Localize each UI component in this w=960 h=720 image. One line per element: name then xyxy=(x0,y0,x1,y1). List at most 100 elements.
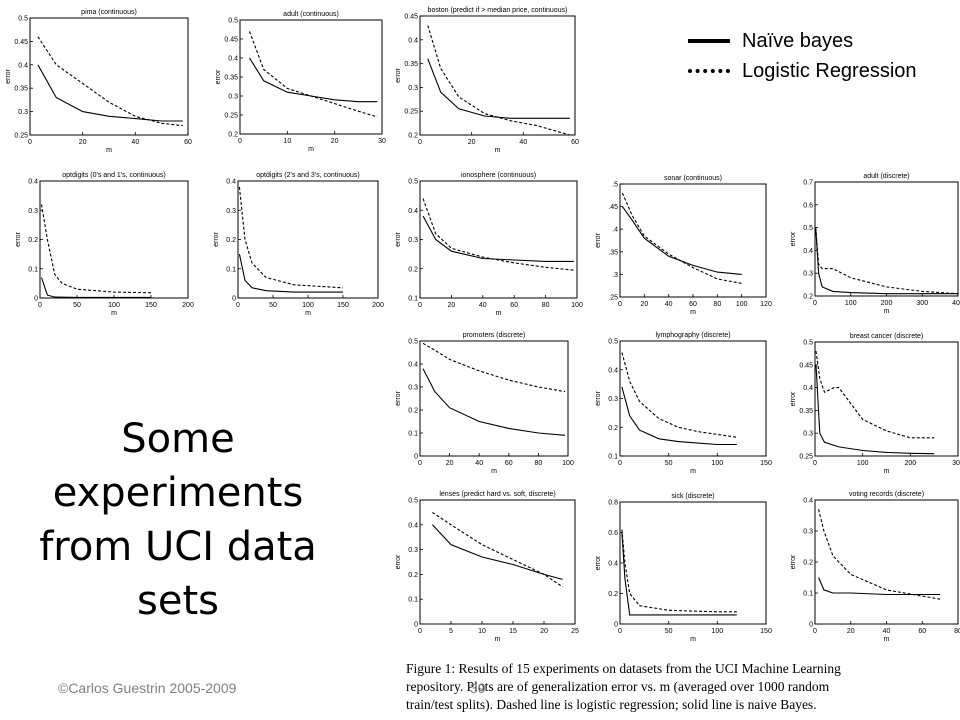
y-tick-label: 0.2 xyxy=(803,560,813,567)
logistic-regression-line xyxy=(432,511,563,588)
y-tick-label: 0.3 xyxy=(803,529,813,536)
y-tick-label: 0.25 xyxy=(224,113,238,120)
naive-bayes-line xyxy=(815,364,935,455)
chart-panel: sick (discrete) 0 50 100 150 0 0.2 0.4 0.6 0.8 m er… xyxy=(595,493,772,643)
x-tick-label: 60 xyxy=(505,460,513,467)
y-axis-label: error xyxy=(213,231,220,246)
legend-item-naive-bayes: Naïve bayes xyxy=(688,26,958,56)
y-tick-label: 0.5 xyxy=(803,225,813,232)
naive-bayes-line xyxy=(621,206,742,275)
plot-frame xyxy=(29,17,189,136)
y-tick-label: 0.5 xyxy=(408,498,418,505)
y-tick-label: 0 xyxy=(232,296,236,303)
y-tick-label: 0.7 xyxy=(803,180,813,187)
naive-bayes-line xyxy=(818,577,941,596)
x-tick-label: 0 xyxy=(38,302,42,309)
x-tick-label: 200 xyxy=(182,302,194,309)
x-tick-label: 100 xyxy=(571,302,583,309)
x-axis-label: m xyxy=(690,636,696,643)
chart-title: sonar (continuous) xyxy=(664,175,722,182)
x-tick-label: 60 xyxy=(571,139,579,146)
x-tick-label: 0 xyxy=(618,628,622,635)
x-tick-label: 20 xyxy=(446,460,454,467)
x-tick-label: 60 xyxy=(184,139,192,146)
y-axis-label: error xyxy=(395,67,402,82)
y-tick-label: 0.1 xyxy=(28,266,38,273)
y-tick-label: 0.25 xyxy=(14,133,28,140)
y-tick-label: 0.5 xyxy=(608,339,618,346)
naive-bayes-line xyxy=(249,57,378,103)
plot-frame xyxy=(814,341,959,457)
x-axis-label: m xyxy=(884,308,890,315)
x-axis-label: m xyxy=(305,310,311,317)
naive-bayes-line xyxy=(815,227,958,295)
y-axis-label: error xyxy=(395,390,402,405)
x-tick-label: 25 xyxy=(571,628,579,635)
chart-title: lymphography (discrete) xyxy=(655,332,730,339)
y-tick-label: 0.35 xyxy=(404,61,418,68)
chart-title: sick (discrete) xyxy=(671,493,714,500)
y-tick-label: 0.2 xyxy=(608,591,618,598)
legend-label: Naïve bayes xyxy=(742,29,854,52)
naive-bayes-line xyxy=(422,368,566,436)
y-axis-label: error xyxy=(395,231,402,246)
y-tick-label: 0.4 xyxy=(408,522,418,529)
x-axis-label: m xyxy=(495,147,501,154)
y-tick-label: 0.2 xyxy=(28,237,38,244)
x-tick-label: 100 xyxy=(711,628,723,635)
chart-title: promoters (discrete) xyxy=(463,332,526,339)
x-tick-label: 100 xyxy=(857,460,869,467)
y-tick-label: 0.3 xyxy=(608,396,618,403)
chart-panel: pima (continuous) 0 20 40 60 0.25 0.3 0.35 0.4 0.… xyxy=(5,9,192,154)
y-tick-label: 0.1 xyxy=(803,591,813,598)
chart-title: breast cancer (discrete) xyxy=(850,333,924,340)
x-axis-label: m xyxy=(106,147,112,154)
y-tick-label: 0.6 xyxy=(803,202,813,209)
x-tick-label: 80 xyxy=(954,628,960,635)
chart-panel: optdigits (0's and 1's, continuous) 0 50 10… xyxy=(15,172,194,317)
y-tick-label: 0.2 xyxy=(608,425,618,432)
chart-title: pima (continuous) xyxy=(81,9,137,16)
y-tick-label: 0 xyxy=(809,622,813,629)
x-tick-label: 40 xyxy=(519,139,527,146)
x-tick-label: 0 xyxy=(418,460,422,467)
naive-bayes-line xyxy=(427,58,570,119)
legend-item-logistic-regression: Logistic Regression xyxy=(688,56,958,86)
y-tick-label: 0.2 xyxy=(408,408,418,415)
y-tick-label: .4 xyxy=(612,227,618,234)
caption-line: repository. Plots are of generalization … xyxy=(406,679,830,694)
x-tick-label: 0 xyxy=(618,460,622,467)
y-tick-label: 0.35 xyxy=(14,86,28,93)
logistic-regression-line xyxy=(621,192,742,284)
logistic-regression-line xyxy=(427,25,570,136)
chart-panel: ionosphere (continuous) 0 20 40 60 80 100 0.1 0.… xyxy=(395,172,583,317)
chart-panel: breast cancer (discrete) 0 100 200 300 0.25 0.… xyxy=(790,333,960,475)
x-tick-label: 100 xyxy=(302,302,314,309)
y-tick-label: 0.4 xyxy=(28,179,38,186)
x-tick-label: 150 xyxy=(760,460,772,467)
y-tick-label: 0.4 xyxy=(18,62,28,69)
y-tick-label: 0.3 xyxy=(408,547,418,554)
chart-panel: sonar (continuous) 0 20 40 60 80 100 120 .25 .3 .3… xyxy=(595,175,772,316)
chart-panel: lenses (predict hard vs. soft, discrete)… xyxy=(395,491,579,643)
y-tick-label: 0.5 xyxy=(408,339,418,346)
y-tick-label: 0.3 xyxy=(803,431,813,438)
y-axis-label: error xyxy=(790,391,797,406)
y-axis-label: error xyxy=(595,232,602,247)
y-axis-label: error xyxy=(5,68,12,83)
x-tick-label: 20 xyxy=(331,138,339,145)
x-tick-label: 50 xyxy=(269,302,277,309)
x-tick-label: 100 xyxy=(845,300,857,307)
y-tick-label: 0.45 xyxy=(799,362,813,369)
naive-bayes-line xyxy=(422,215,574,262)
caption-line: train/test splits). Dashed line is logis… xyxy=(406,697,817,712)
caption-line: Figure 1: Results of 15 experiments on d… xyxy=(406,661,841,676)
x-tick-label: 10 xyxy=(478,628,486,635)
x-tick-label: 0 xyxy=(238,138,242,145)
x-tick-label: 40 xyxy=(479,302,487,309)
y-tick-label: 0.45 xyxy=(14,39,28,46)
logistic-regression-line xyxy=(422,198,574,271)
x-tick-label: 20 xyxy=(847,628,855,635)
y-tick-label: 0.3 xyxy=(408,385,418,392)
